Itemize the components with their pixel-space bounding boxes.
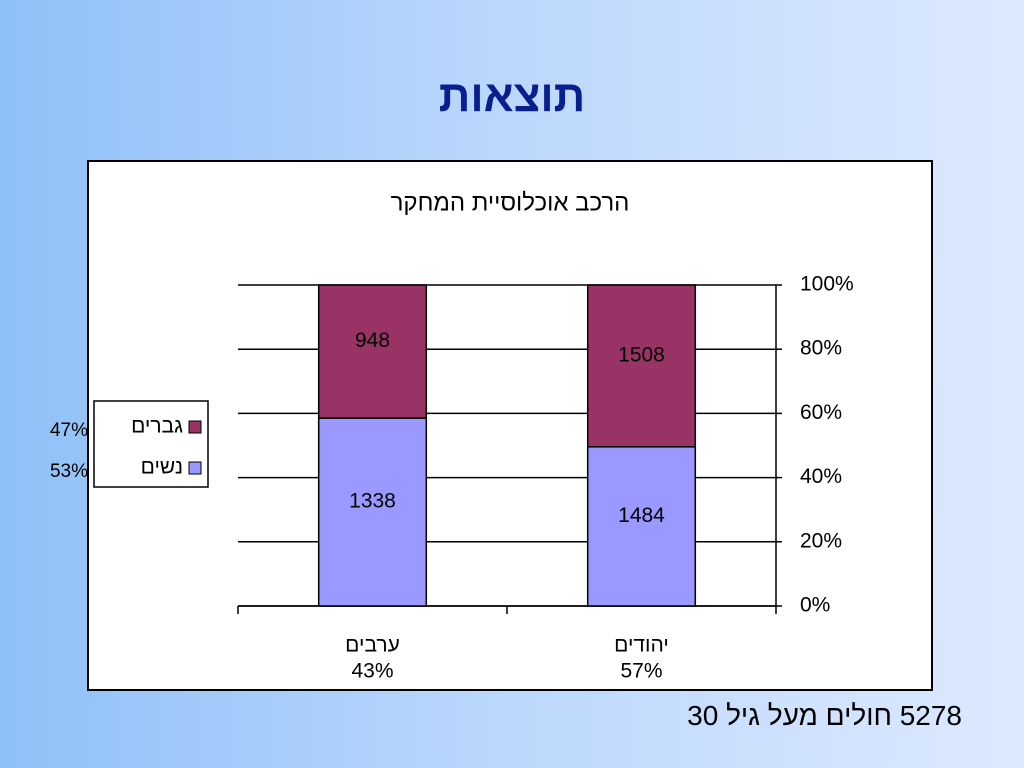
- category-note: 43%: [351, 660, 393, 683]
- legend-label: נשים: [141, 456, 183, 479]
- x-tick-label: ערבים: [345, 634, 400, 657]
- chart-title: הרכב אוכלוסיית המחקר: [391, 189, 630, 216]
- bar-segment: [586, 284, 697, 448]
- chart-frame: [87, 160, 933, 691]
- legend-note: 47%: [50, 420, 88, 441]
- bar-segment: [586, 446, 697, 607]
- data-label: 948: [355, 329, 390, 352]
- bar-segment: [317, 417, 428, 607]
- data-label: 1484: [618, 504, 665, 527]
- legend-swatch: [188, 461, 202, 475]
- slide-title: תוצאות: [438, 72, 586, 121]
- legend-label: גברים: [131, 415, 183, 438]
- y-tick-label: 20%: [800, 529, 842, 552]
- category-note: 57%: [620, 660, 662, 683]
- legend-swatch: [188, 420, 202, 434]
- x-tick-label: יהודים: [614, 634, 669, 657]
- footnote: 5278 חולים מעל גיל 30: [687, 700, 962, 731]
- legend-note: 53%: [50, 461, 88, 482]
- y-tick-label: 80%: [800, 337, 842, 360]
- data-label: 1508: [618, 343, 665, 366]
- bar-segment: [317, 284, 428, 419]
- y-tick-label: 60%: [800, 401, 842, 424]
- y-tick-label: 40%: [800, 465, 842, 488]
- data-label: 1338: [349, 490, 396, 513]
- y-tick-label: 0%: [800, 594, 830, 617]
- y-tick-label: 100%: [800, 273, 854, 296]
